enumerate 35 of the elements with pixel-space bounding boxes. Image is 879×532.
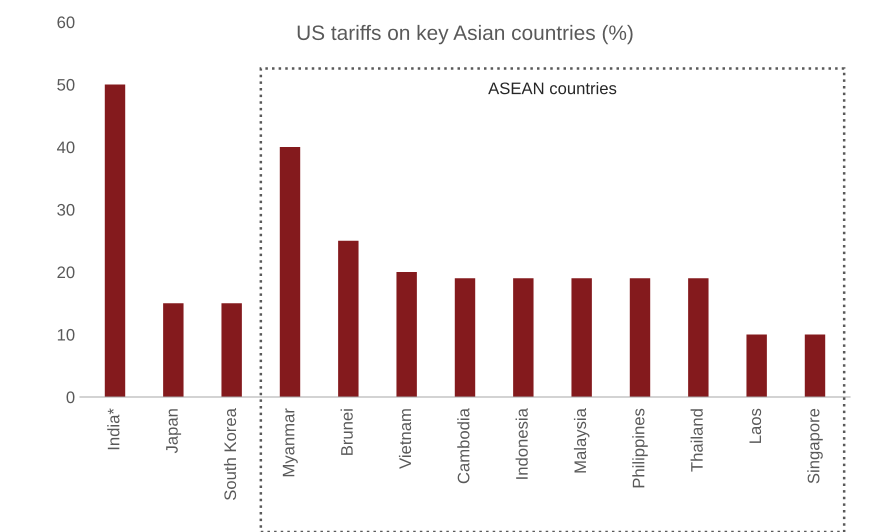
x-tick-label: Indonesia xyxy=(516,408,528,479)
bar xyxy=(630,278,650,397)
x-tick-label: Philippines xyxy=(632,408,648,488)
y-tick-label: 40 xyxy=(56,141,74,154)
x-tick-label: Singapore xyxy=(807,408,823,484)
bar xyxy=(571,278,592,397)
x-tick-label: South Korea xyxy=(224,408,236,500)
bar xyxy=(163,303,184,397)
bar xyxy=(804,334,826,397)
bar xyxy=(454,278,476,397)
bar xyxy=(513,278,534,397)
bar xyxy=(688,278,709,397)
bar xyxy=(338,240,359,397)
bar xyxy=(104,84,126,397)
x-tick-label: India* xyxy=(107,408,120,450)
x-tick-label: Vietnam xyxy=(398,409,412,469)
x-tick-label: Thailand xyxy=(690,409,703,472)
bar xyxy=(396,272,417,397)
x-tick-label: Malaysia xyxy=(574,408,590,473)
bar xyxy=(280,147,300,397)
x-tick-label: Cambodia xyxy=(457,408,470,484)
y-tick-label: 0 xyxy=(66,391,74,404)
y-tick-label: 50 xyxy=(57,78,74,91)
x-tick-label: Japan xyxy=(166,409,182,454)
bar xyxy=(746,334,767,397)
y-tick-label: 30 xyxy=(57,204,74,216)
x-tick-label: Myanmar xyxy=(282,408,298,476)
y-tick-label: 60 xyxy=(57,16,74,28)
y-tick-label: 20 xyxy=(57,266,74,278)
x-tick-label: Brunei xyxy=(340,409,353,455)
bar xyxy=(221,303,242,397)
chart-title: US tariffs on key Asian countries (%) xyxy=(298,24,633,44)
x-tick-label: Laos xyxy=(750,408,762,443)
annotation: ASEAN countries xyxy=(488,82,616,94)
y-tick-label: 10 xyxy=(58,328,74,341)
